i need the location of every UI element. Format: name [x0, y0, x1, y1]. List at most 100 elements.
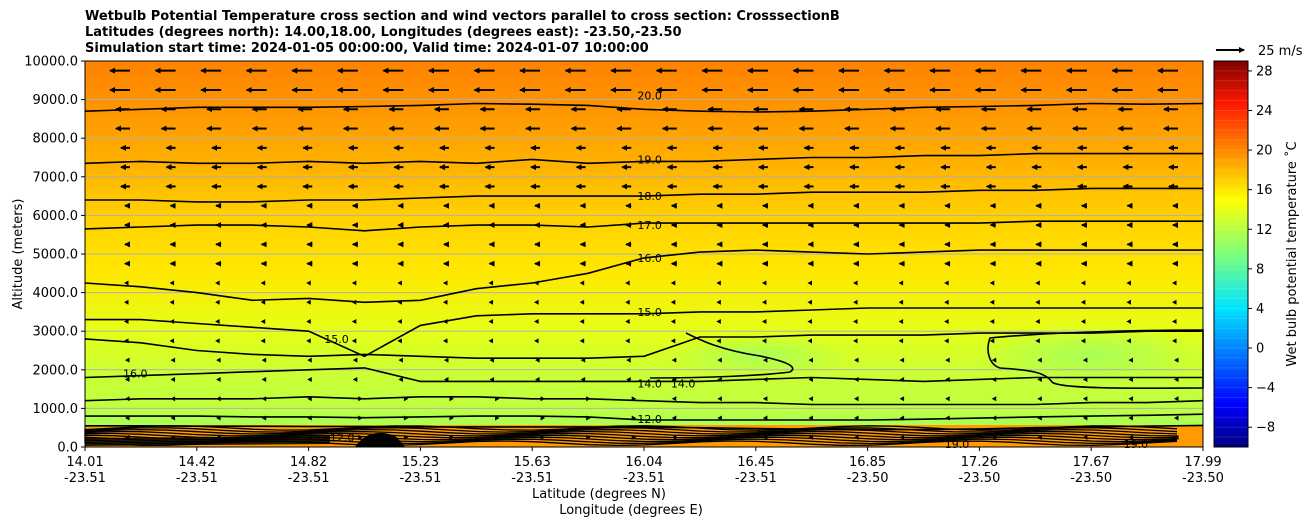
x-tick-label-lat: 15.23: [402, 455, 439, 470]
wind-vector: [1080, 338, 1086, 344]
wind-vector: [449, 396, 454, 402]
wind-vector: [717, 434, 722, 440]
wind-vector: [1172, 299, 1177, 305]
wind-vector: [307, 434, 312, 440]
wind-vector: [944, 299, 949, 305]
wind-vector: [991, 415, 997, 421]
wind-vector: [449, 434, 454, 440]
surface-contour-band: [84, 425, 1178, 447]
wind-vector: [403, 415, 409, 421]
wind-vector: [716, 299, 721, 305]
colorbar-tick-label: 8: [1256, 262, 1264, 277]
colorbar-bands: [1214, 70, 1248, 448]
wind-vector: [170, 415, 176, 421]
wind-vector: [1128, 434, 1133, 440]
x-tick-label-lat: 15.63: [514, 455, 551, 470]
wind-vector: [397, 280, 402, 286]
wind-vector: [853, 319, 858, 325]
y-tick-label: 9000.0: [33, 93, 79, 108]
wind-vector: [216, 415, 221, 421]
contour-label: 12.0: [637, 413, 662, 426]
wind-vector: [670, 280, 676, 286]
wind-vector: [1035, 319, 1040, 325]
colorbar-gradient: [1214, 61, 1248, 447]
wind-vector: [1174, 376, 1179, 382]
x-tick-label-lat: 14.01: [66, 455, 103, 470]
wind-vector: [489, 357, 495, 363]
wind-vector: [579, 280, 585, 286]
wind-vector: [1080, 319, 1086, 325]
wind-vector: [626, 376, 631, 382]
wind-vector: [540, 396, 546, 402]
title-line-3: Simulation start time: 2024-01-05 00:00:…: [85, 41, 649, 56]
wind-vector: [807, 338, 812, 344]
x-axis-label-longitude: Longitude (degrees E): [559, 503, 703, 518]
contour-label: 16.0: [123, 368, 148, 381]
wind-vector: [442, 280, 448, 286]
wind-vector: [671, 434, 677, 440]
wind-vector: [124, 338, 129, 344]
wind-vector: [351, 280, 357, 286]
x-tick-label-lat: 16.85: [849, 455, 886, 470]
wind-vector: [945, 434, 950, 440]
wind-vector: [944, 280, 949, 286]
wind-vector: [1174, 357, 1179, 363]
wind-vector: [352, 376, 358, 382]
wind-vector: [1126, 319, 1131, 325]
y-tick-label: 3000.0: [33, 325, 79, 340]
contour-lines: [84, 102, 1204, 431]
wind-vector: [1174, 396, 1179, 402]
wind-vector: [169, 319, 175, 325]
wind-vector: [761, 338, 767, 344]
contour-label: 20.0: [637, 90, 662, 103]
quiver-key: 25 m/s: [1216, 44, 1303, 59]
wind-vector: [1126, 280, 1131, 286]
wind-vector: [351, 319, 357, 325]
colorbar-tick-label: 24: [1256, 104, 1273, 119]
wind-vector: [671, 396, 677, 402]
wind-vector: [854, 376, 859, 382]
wind-vector: [215, 319, 220, 325]
wind-vector: [1082, 376, 1088, 382]
wind-vector: [534, 280, 539, 286]
wind-vector: [1037, 357, 1042, 363]
x-tick-label-lon: -23.50: [847, 471, 889, 486]
colorbar-tick-label: 0: [1256, 342, 1264, 357]
wind-vector: [899, 415, 905, 421]
wind-vector: [534, 319, 539, 325]
contour-label: 18.0: [637, 190, 662, 203]
wind-vector: [306, 338, 311, 344]
wind-vector: [586, 434, 591, 440]
wind-vector: [170, 434, 176, 440]
contour-label: 16.0: [637, 252, 662, 265]
wind-vector: [991, 396, 997, 402]
wind-vector: [397, 299, 402, 305]
wind-vector: [534, 299, 539, 305]
wind-vector: [169, 338, 175, 344]
wind-vector: [261, 415, 267, 421]
wind-vector: [358, 434, 363, 440]
wind-vector: [945, 415, 950, 421]
wind-vector: [351, 299, 357, 305]
y-tick-label: 4000.0: [33, 286, 79, 301]
x-tick-label-lon: -23.50: [1070, 471, 1112, 486]
wind-vector: [670, 319, 676, 325]
x-tick-label-lon: -23.51: [288, 471, 330, 486]
wind-vector: [449, 415, 454, 421]
title-line-2: Latitudes (degrees north): 14.00,18.00, …: [85, 25, 682, 40]
y-axis-label: Altitude (meters): [11, 199, 26, 310]
colorbar-tick-label: 12: [1256, 223, 1273, 238]
y-tick-label: 7000.0: [33, 170, 79, 185]
wind-vector: [1172, 338, 1177, 344]
x-tick-label-lon: -23.51: [623, 471, 665, 486]
wind-vector: [170, 396, 176, 402]
x-tick-label-lat: 16.04: [625, 455, 662, 470]
wind-vector: [124, 319, 129, 325]
wind-vector: [261, 376, 267, 382]
colorbar-tick-label: 16: [1256, 183, 1273, 198]
wind-vector: [306, 319, 311, 325]
wind-vector: [1082, 396, 1088, 402]
wind-vector: [1035, 280, 1040, 286]
wind-vector: [853, 280, 858, 286]
